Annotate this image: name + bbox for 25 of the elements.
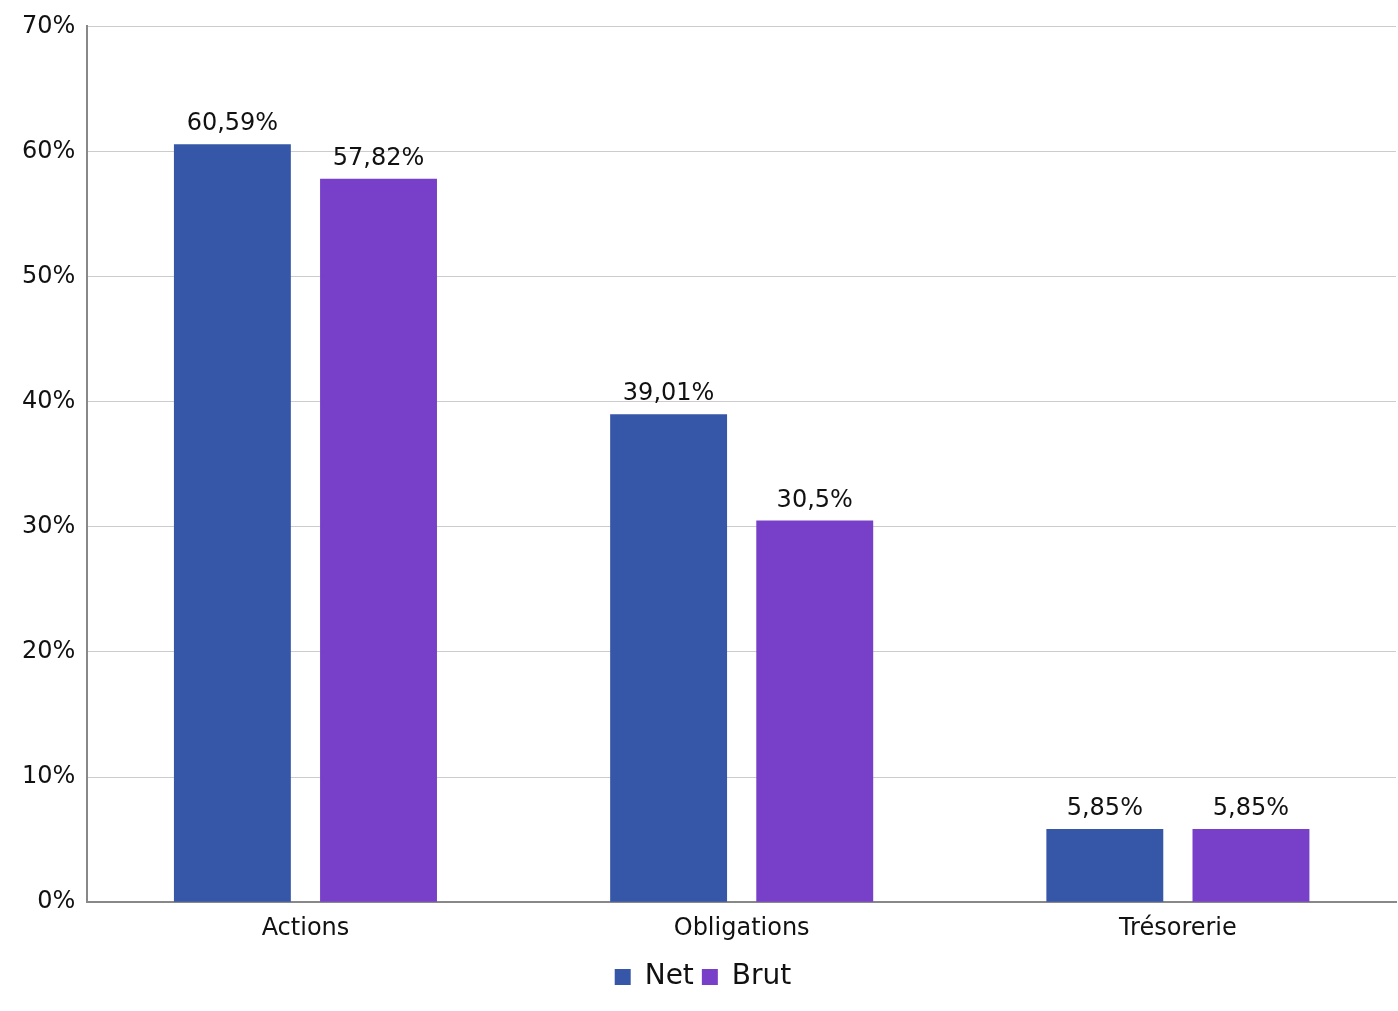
y-tick-label: 10% bbox=[22, 761, 76, 790]
y-tick-label: 50% bbox=[22, 260, 76, 289]
bar bbox=[1192, 829, 1310, 902]
legend-label: Net bbox=[644, 958, 694, 992]
x-tick-label: Trésorerie bbox=[1117, 912, 1237, 941]
y-tick-label: 70% bbox=[22, 10, 76, 39]
x-tick-label: Actions bbox=[261, 912, 350, 941]
legend-label: Brut bbox=[731, 958, 792, 992]
data-label: 5,85% bbox=[1212, 793, 1290, 822]
y-tick-label: 30% bbox=[22, 511, 76, 540]
data-label: 30,5% bbox=[776, 484, 853, 513]
bar bbox=[756, 520, 874, 902]
bar bbox=[320, 178, 437, 902]
x-tick-label: Obligations bbox=[673, 912, 810, 941]
bar bbox=[610, 414, 728, 902]
data-label: 57,82% bbox=[332, 143, 425, 172]
y-tick-label: 0% bbox=[37, 886, 76, 915]
bar bbox=[173, 144, 291, 902]
bar bbox=[1046, 829, 1164, 902]
y-tick-label: 40% bbox=[22, 385, 76, 414]
data-label: 60,59% bbox=[186, 108, 279, 137]
data-label: 5,85% bbox=[1066, 793, 1143, 822]
data-label: 39,01% bbox=[622, 378, 715, 407]
y-tick-label: 20% bbox=[22, 636, 76, 665]
y-tick-label: 60% bbox=[22, 135, 76, 164]
